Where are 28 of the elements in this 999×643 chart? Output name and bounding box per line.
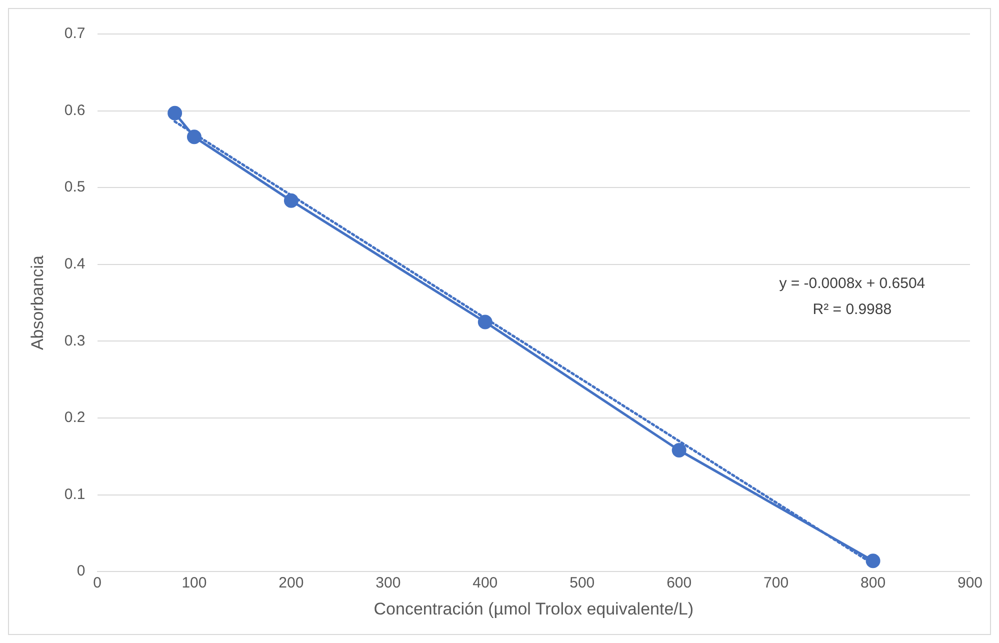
y-tick-label: 0.5 <box>64 178 86 196</box>
x-tick-label: 100 <box>182 574 207 592</box>
y-tick-label: 0.7 <box>64 25 86 42</box>
x-tick-label: 200 <box>278 574 304 592</box>
y-tick-label: 0.1 <box>64 486 86 503</box>
x-axis-title: Concentración (µmol Trolox equivalente/L) <box>374 599 694 618</box>
y-tick-label: 0.3 <box>64 332 86 350</box>
y-tick-label: 0 <box>76 562 86 580</box>
point <box>168 106 182 120</box>
annotation: y = -0.0008x + 0.6504 <box>779 275 926 292</box>
point <box>672 443 686 458</box>
x-tick-label: 700 <box>764 574 789 592</box>
y-tick-label: 0.4 <box>64 256 86 273</box>
y-axis-title: Absorbancia <box>28 255 47 350</box>
x-tick-label: 400 <box>472 574 498 592</box>
point <box>284 193 298 208</box>
x-tick-label: 900 <box>957 574 983 592</box>
point <box>186 130 202 144</box>
x-tick-label: 500 <box>570 574 595 592</box>
x-tick-label: 600 <box>666 574 692 592</box>
y-tick-label: 0.2 <box>64 409 86 426</box>
annotation: R² = 0.9988 <box>812 301 892 318</box>
y-tick-label: 0.6 <box>64 102 86 119</box>
x-tick-label: 300 <box>376 574 401 592</box>
x-tick-label: 800 <box>860 574 886 592</box>
x-tick-label: 0 <box>93 574 102 592</box>
point <box>866 554 880 568</box>
point <box>478 314 492 330</box>
